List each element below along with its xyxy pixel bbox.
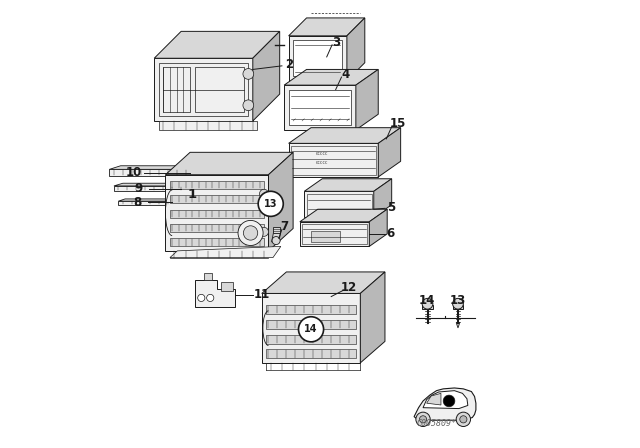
Text: CCCCC: CCCCC [316,151,328,155]
Polygon shape [427,393,441,405]
Polygon shape [195,280,235,307]
Text: 13: 13 [450,293,466,307]
Text: 6: 6 [387,227,395,240]
Text: 14: 14 [419,293,435,307]
Text: 1: 1 [188,188,197,202]
Circle shape [416,412,430,426]
Polygon shape [118,201,172,205]
Polygon shape [311,231,340,242]
Text: 5: 5 [387,201,395,214]
Polygon shape [204,273,212,280]
Polygon shape [414,388,476,420]
Circle shape [452,298,463,309]
Text: 15: 15 [389,117,406,130]
Polygon shape [422,305,433,309]
Polygon shape [266,349,356,358]
Polygon shape [266,335,356,344]
Circle shape [243,100,253,111]
Text: 13: 13 [264,199,278,209]
Circle shape [443,395,455,407]
Polygon shape [284,69,378,85]
Polygon shape [114,183,190,186]
Polygon shape [369,209,387,246]
Circle shape [243,226,258,240]
Polygon shape [347,18,365,81]
Polygon shape [253,31,280,121]
Polygon shape [170,246,281,258]
Polygon shape [289,18,365,36]
Circle shape [198,294,205,302]
Circle shape [243,69,253,79]
Polygon shape [305,179,392,191]
Polygon shape [114,186,181,191]
Polygon shape [154,31,280,58]
Circle shape [207,294,214,302]
Text: 10: 10 [126,166,142,180]
Polygon shape [165,152,293,175]
Circle shape [260,189,269,198]
Polygon shape [456,323,460,328]
Polygon shape [170,224,264,232]
Polygon shape [266,305,356,314]
Circle shape [238,220,263,246]
Polygon shape [165,175,269,251]
Text: 7: 7 [280,220,288,233]
Polygon shape [289,90,351,125]
Polygon shape [374,179,392,217]
Polygon shape [423,391,468,409]
Polygon shape [221,282,233,291]
Polygon shape [262,272,385,293]
Polygon shape [154,58,253,121]
Polygon shape [289,36,347,81]
Polygon shape [378,128,401,177]
Polygon shape [284,85,356,130]
Text: 8: 8 [133,196,141,209]
Polygon shape [262,293,360,363]
Circle shape [422,298,433,309]
Polygon shape [170,210,264,218]
Circle shape [260,228,269,237]
Polygon shape [300,209,387,222]
Polygon shape [300,222,369,246]
Text: 4: 4 [342,68,350,81]
Circle shape [419,416,427,423]
Text: 2: 2 [285,58,294,72]
Polygon shape [360,272,385,363]
Polygon shape [305,191,374,217]
Circle shape [272,237,280,245]
Polygon shape [109,166,202,169]
Polygon shape [269,152,293,251]
Polygon shape [356,69,378,130]
Circle shape [258,191,284,216]
Text: C005809*: C005809* [417,419,456,428]
Polygon shape [266,320,356,329]
Polygon shape [271,233,280,242]
Text: 3: 3 [332,35,340,49]
Polygon shape [159,121,257,130]
Text: 11: 11 [253,288,270,302]
Polygon shape [289,143,378,177]
Polygon shape [118,199,179,201]
Polygon shape [293,40,342,76]
Circle shape [456,412,470,426]
Text: 12: 12 [341,281,357,294]
Polygon shape [452,305,463,309]
Polygon shape [109,169,190,176]
Text: CCCCC: CCCCC [316,160,328,164]
Text: 9: 9 [134,182,143,195]
Circle shape [460,416,467,423]
Polygon shape [273,227,280,233]
Polygon shape [170,181,264,189]
Polygon shape [289,128,401,143]
Circle shape [298,317,324,342]
Polygon shape [170,238,264,246]
Text: 14: 14 [304,324,318,334]
Polygon shape [170,195,264,203]
